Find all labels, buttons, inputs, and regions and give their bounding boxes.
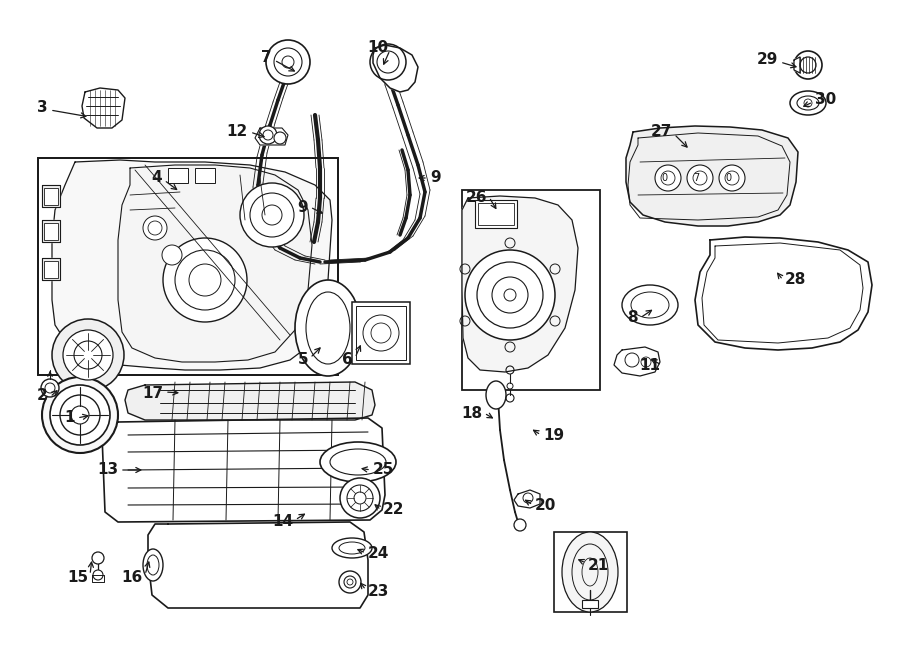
Text: 0: 0 <box>661 173 667 183</box>
Text: 8: 8 <box>627 311 638 325</box>
Circle shape <box>41 379 59 397</box>
Polygon shape <box>42 220 60 242</box>
Polygon shape <box>514 490 540 508</box>
Polygon shape <box>462 196 578 372</box>
Circle shape <box>370 44 406 80</box>
Text: 26: 26 <box>465 190 487 204</box>
Bar <box>195 168 215 183</box>
Text: 1: 1 <box>65 410 75 426</box>
Text: 22: 22 <box>383 502 404 518</box>
Ellipse shape <box>320 442 396 482</box>
Bar <box>44 188 58 205</box>
Text: 20: 20 <box>535 498 556 512</box>
Polygon shape <box>42 258 60 280</box>
Text: 14: 14 <box>272 514 293 529</box>
Bar <box>44 261 58 278</box>
Bar <box>582 600 598 608</box>
Bar <box>475 200 517 228</box>
Circle shape <box>274 132 286 144</box>
Text: 24: 24 <box>368 545 390 561</box>
Text: 9: 9 <box>430 171 441 186</box>
Text: 10: 10 <box>367 40 388 56</box>
Text: 4: 4 <box>151 171 162 186</box>
Ellipse shape <box>486 381 506 409</box>
Circle shape <box>52 319 124 391</box>
Bar <box>168 168 188 183</box>
Circle shape <box>42 377 118 453</box>
Bar <box>352 302 410 364</box>
Text: 18: 18 <box>461 405 482 420</box>
Text: 6: 6 <box>342 352 353 368</box>
Circle shape <box>240 183 304 247</box>
Polygon shape <box>255 128 288 145</box>
Polygon shape <box>794 57 800 73</box>
Text: 16: 16 <box>122 570 143 586</box>
Polygon shape <box>614 347 660 376</box>
Text: 17: 17 <box>142 385 163 401</box>
Polygon shape <box>148 522 368 608</box>
Circle shape <box>143 216 167 240</box>
Circle shape <box>719 165 745 191</box>
Circle shape <box>687 165 713 191</box>
Bar <box>38 158 338 375</box>
Text: 19: 19 <box>543 428 564 442</box>
Text: 2: 2 <box>37 387 48 403</box>
Text: 5: 5 <box>297 352 308 368</box>
Polygon shape <box>118 165 312 362</box>
Circle shape <box>266 40 310 84</box>
Circle shape <box>163 238 247 322</box>
Text: 13: 13 <box>97 463 118 477</box>
Polygon shape <box>373 45 418 92</box>
Text: 15: 15 <box>67 570 88 586</box>
Polygon shape <box>82 88 125 128</box>
Text: 0: 0 <box>724 173 731 183</box>
Circle shape <box>63 330 113 380</box>
Text: 7: 7 <box>261 50 272 65</box>
Text: 25: 25 <box>373 463 394 477</box>
Circle shape <box>93 570 103 580</box>
Circle shape <box>92 552 104 564</box>
Bar <box>44 223 58 240</box>
Bar <box>38 158 338 375</box>
Circle shape <box>655 165 681 191</box>
Bar <box>356 306 406 360</box>
Text: 21: 21 <box>588 557 609 572</box>
Text: 3: 3 <box>38 100 48 116</box>
Polygon shape <box>42 185 60 207</box>
Text: 27: 27 <box>651 124 672 139</box>
Bar <box>462 190 600 390</box>
Circle shape <box>50 385 110 445</box>
Ellipse shape <box>295 280 361 376</box>
Polygon shape <box>92 575 104 582</box>
Text: 12: 12 <box>227 124 248 139</box>
Polygon shape <box>125 382 375 420</box>
Text: 23: 23 <box>368 584 390 600</box>
Circle shape <box>259 126 277 144</box>
Polygon shape <box>102 418 385 522</box>
Ellipse shape <box>622 285 678 325</box>
Bar <box>478 203 514 225</box>
Ellipse shape <box>143 549 163 581</box>
Polygon shape <box>626 126 798 226</box>
Circle shape <box>340 478 380 518</box>
Circle shape <box>162 245 182 265</box>
Text: 28: 28 <box>785 272 806 288</box>
Ellipse shape <box>562 532 618 612</box>
Text: 9: 9 <box>297 200 308 215</box>
Circle shape <box>794 51 822 79</box>
Ellipse shape <box>790 91 826 115</box>
Text: 30: 30 <box>815 93 836 108</box>
Circle shape <box>514 519 526 531</box>
Polygon shape <box>52 160 332 370</box>
Ellipse shape <box>332 538 372 558</box>
Polygon shape <box>695 237 872 350</box>
Circle shape <box>339 571 361 593</box>
Text: 7: 7 <box>693 173 699 183</box>
Bar <box>554 532 627 612</box>
Text: 11: 11 <box>639 358 660 373</box>
Text: 29: 29 <box>757 52 778 67</box>
Circle shape <box>465 250 555 340</box>
